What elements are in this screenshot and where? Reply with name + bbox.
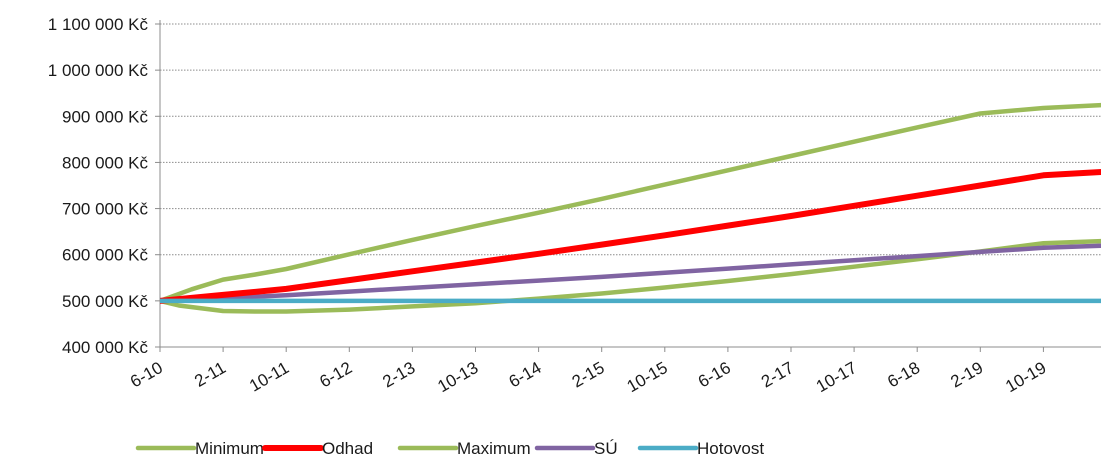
legend-label: SÚ <box>594 439 618 458</box>
x-tick-label: 2-13 <box>379 358 418 391</box>
legend-label: Hotovost <box>697 439 764 458</box>
x-tick-label: 2-15 <box>569 358 608 391</box>
y-tick-label: 500 000 Kč <box>62 292 149 311</box>
x-tick-label: 2-19 <box>947 358 986 391</box>
legend-label: Odhad <box>322 439 373 458</box>
legend-label: Maximum <box>457 439 531 458</box>
x-tick-label: 6-14 <box>506 358 545 391</box>
y-tick-label: 1 100 000 Kč <box>48 15 149 34</box>
series-line-minimum <box>160 238 1101 314</box>
x-tick-label: 2-17 <box>758 358 797 391</box>
x-tick-label: 6-12 <box>316 358 355 391</box>
series-line-maximum <box>160 102 1101 304</box>
x-tick-label: 2-11 <box>191 358 229 391</box>
x-tick-label: 6-10 <box>127 358 166 391</box>
y-tick-label: 800 000 Kč <box>62 153 149 172</box>
x-tick-label: 10-11 <box>246 358 292 396</box>
y-tick-label: 1 000 000 Kč <box>48 61 149 80</box>
y-tick-label: 400 000 Kč <box>62 338 149 357</box>
y-tick-label: 700 000 Kč <box>62 200 149 219</box>
series-line-odhad <box>160 169 1101 304</box>
series-line-s- <box>160 243 1101 304</box>
x-tick-label: 6-18 <box>884 358 923 391</box>
legend-label: Minimum <box>195 439 264 458</box>
x-tick-label: 10-15 <box>624 358 671 396</box>
x-tick-label: 10-19 <box>1002 358 1049 396</box>
x-tick-label: 10-13 <box>434 358 481 396</box>
y-tick-label: 900 000 Kč <box>62 107 149 126</box>
x-tick-label: 6-16 <box>695 358 734 391</box>
x-tick-label: 10-17 <box>813 358 860 396</box>
y-tick-label: 600 000 Kč <box>62 246 149 265</box>
